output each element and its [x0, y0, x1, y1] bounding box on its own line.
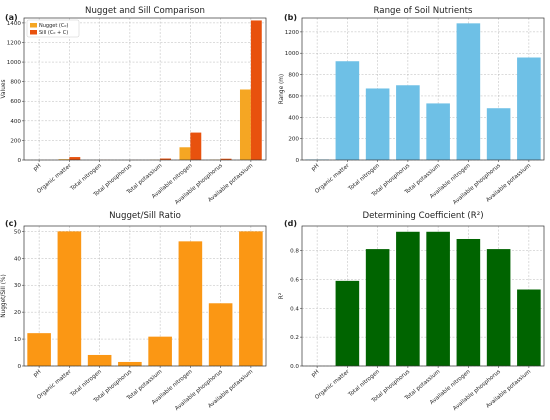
- bar: [148, 336, 172, 366]
- x-tick-label: pH: [33, 369, 43, 379]
- y-tick-label: 20: [14, 310, 22, 316]
- bar: [517, 289, 541, 366]
- y-tick-label: 0.0: [290, 364, 299, 370]
- panel-label: (b): [284, 13, 297, 22]
- x-tick-label: pH: [33, 163, 43, 173]
- y-tick-label: 200: [10, 138, 21, 144]
- y-tick-label: 0: [17, 364, 21, 370]
- bar: [486, 108, 511, 160]
- bar: [456, 238, 481, 366]
- chart-title: Nugget/Sill Ratio: [109, 211, 181, 221]
- bar: [57, 231, 82, 366]
- y-tick-label: 1200: [7, 40, 22, 46]
- bar: [208, 303, 233, 366]
- y-tick-label: 1200: [285, 30, 300, 36]
- legend-box: [26, 19, 80, 38]
- y-tick-label: 0: [17, 158, 21, 164]
- y-axis-label: Range (m): [279, 74, 285, 104]
- y-tick-label: 400: [10, 119, 21, 125]
- y-tick-label: 600: [10, 99, 21, 105]
- bar: [426, 231, 450, 366]
- chart-panel-1: (a) Nugget and Sill Comparison 0 200 400 600 8…: [1, 6, 267, 206]
- y-tick-label: 1000: [285, 51, 300, 57]
- bar: [179, 147, 191, 160]
- y-axis-label: R²: [278, 293, 285, 299]
- bar: [178, 241, 203, 366]
- plot-frame: [301, 225, 545, 367]
- bar: [27, 333, 51, 366]
- panel-label: (d): [284, 219, 297, 228]
- y-tick-label: 0: [295, 158, 299, 164]
- legend-swatch: [30, 23, 37, 28]
- y-tick-label: 800: [10, 80, 21, 86]
- y-tick-label: 1400: [7, 21, 22, 27]
- y-tick-label: 0.4: [290, 306, 299, 312]
- legend-label: Nugget (C₀): [39, 23, 68, 29]
- y-tick-label: 30: [14, 283, 22, 289]
- y-tick-label: 800: [288, 73, 299, 79]
- legend-swatch: [30, 30, 37, 35]
- chart-panel-4: (d) Determining Coefficient (R²) 0.0 0.2 0.4…: [278, 211, 545, 412]
- bar: [365, 88, 390, 160]
- y-tick-label: 1000: [7, 60, 22, 66]
- bar: [118, 361, 142, 366]
- chart-panel-2: (b) Range of Soil Nutrients 0 200 400 600 800 1…: [279, 6, 545, 206]
- bar: [69, 157, 81, 160]
- bar: [87, 354, 112, 366]
- y-tick-label: 600: [288, 94, 299, 100]
- panel-label: (c): [5, 219, 17, 228]
- bar: [250, 20, 262, 161]
- plot-frame: [301, 17, 545, 161]
- bar: [517, 57, 541, 161]
- bar: [396, 85, 420, 160]
- y-tick-label: 400: [288, 115, 299, 121]
- y-tick-label: 0.8: [290, 249, 299, 255]
- bar: [486, 249, 511, 366]
- y-tick-label: 0.6: [290, 277, 299, 283]
- y-tick-label: 0.2: [290, 335, 299, 341]
- legend-label: Sill (C₀ + C): [39, 30, 68, 36]
- bar: [239, 89, 251, 160]
- panel-label: (a): [5, 13, 18, 22]
- x-tick-label: pH: [311, 163, 321, 173]
- y-tick-label: 200: [288, 137, 299, 143]
- chart-title: Determining Coefficient (R²): [362, 211, 483, 221]
- bar: [239, 231, 263, 366]
- bar: [335, 280, 360, 366]
- bar: [58, 159, 70, 160]
- plot-frame: [23, 225, 267, 367]
- bar: [160, 158, 172, 160]
- bar: [335, 61, 360, 160]
- y-tick-label: 50: [14, 229, 22, 235]
- bar: [426, 103, 450, 160]
- y-axis-label: Nugget/Sill (%): [1, 274, 7, 318]
- chart-title: Nugget and Sill Comparison: [85, 6, 205, 16]
- y-tick-label: 40: [14, 256, 22, 262]
- chart-panel-3: (c)Nugget/Sill Ratio01020304050pHOrganic…: [1, 211, 267, 412]
- y-axis-label: Values: [1, 80, 7, 99]
- bar: [220, 158, 232, 160]
- bar: [456, 23, 481, 160]
- y-tick-label: 10: [14, 337, 22, 343]
- x-tick-label: pH: [311, 369, 321, 379]
- bar: [190, 132, 202, 160]
- legend: Nugget (C₀)Sill (C₀ + C): [26, 19, 80, 38]
- bar: [396, 231, 420, 366]
- plot-frame: [23, 17, 267, 161]
- chart-title: Range of Soil Nutrients: [374, 6, 473, 16]
- bar: [365, 249, 390, 366]
